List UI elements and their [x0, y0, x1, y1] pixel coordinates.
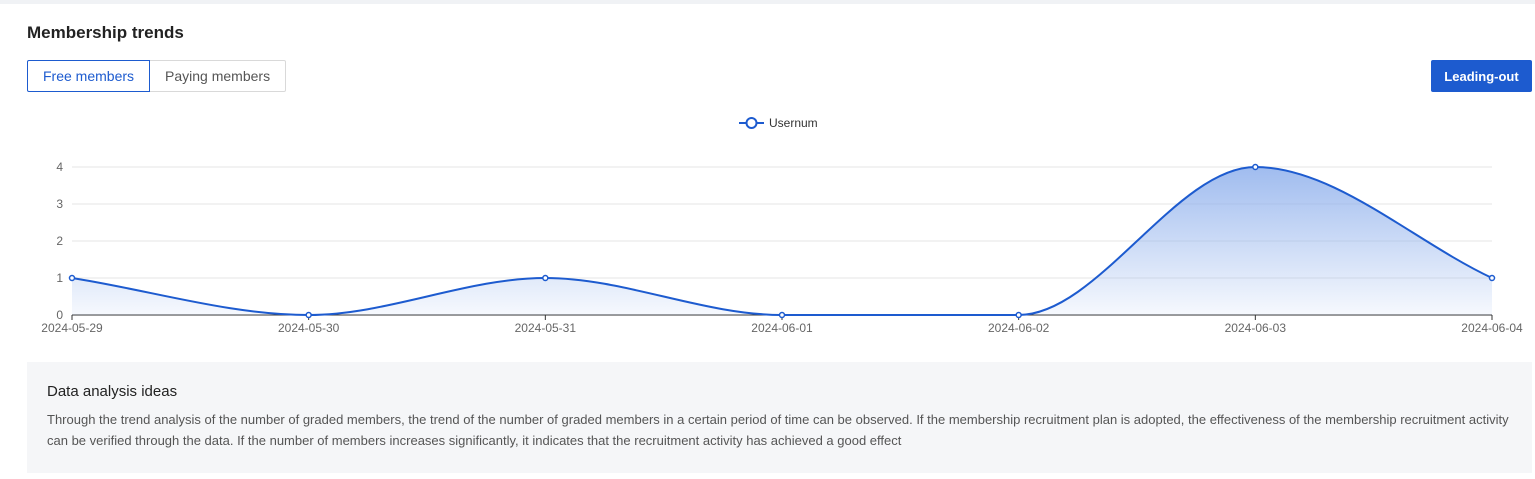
y-tick-label: 3	[56, 197, 63, 211]
tab-paying-members[interactable]: Paying members	[150, 60, 287, 92]
membership-trend-chart: Usernum 0 1 2 3 4 2024-05-29 2024-05-30 2024-0…	[41, 116, 1523, 335]
x-tick-label: 2024-06-02	[988, 321, 1050, 335]
x-tick-label: 2024-06-04	[1461, 321, 1523, 335]
tab-free-members[interactable]: Free members	[27, 60, 151, 92]
data-point[interactable]	[778, 311, 786, 319]
data-point[interactable]	[1488, 274, 1496, 282]
member-type-tabs: Free members Paying members	[27, 60, 287, 92]
page-title: Membership trends	[27, 23, 184, 42]
x-tick-label: 2024-06-01	[751, 321, 813, 335]
x-tick-label: 2024-06-03	[1225, 321, 1287, 335]
legend-label: Usernum	[769, 116, 818, 130]
data-point[interactable]	[542, 274, 549, 282]
y-tick-label: 1	[56, 271, 63, 285]
legend-marker-icon	[745, 117, 758, 129]
y-tick-label: 4	[56, 160, 63, 174]
chart-legend[interactable]: Usernum	[739, 116, 818, 130]
analysis-panel: Data analysis ideas Through the trend an…	[27, 362, 1532, 473]
x-tick-label: 2024-05-31	[515, 321, 577, 335]
x-tick-label: 2024-05-29	[41, 321, 103, 335]
data-point[interactable]	[305, 311, 312, 319]
y-tick-label: 2	[56, 234, 63, 248]
analysis-title: Data analysis ideas	[47, 383, 178, 400]
top-divider	[0, 0, 1535, 4]
y-tick-label: 0	[56, 308, 63, 322]
series-area	[72, 167, 1492, 315]
analysis-body: Through the trend analysis of the number…	[47, 412, 1509, 448]
export-button[interactable]: Leading-out	[1431, 60, 1532, 92]
data-point[interactable]	[1252, 163, 1259, 171]
x-tick-label: 2024-05-30	[278, 321, 340, 335]
data-point[interactable]	[68, 274, 76, 282]
data-point[interactable]	[1015, 311, 1022, 319]
